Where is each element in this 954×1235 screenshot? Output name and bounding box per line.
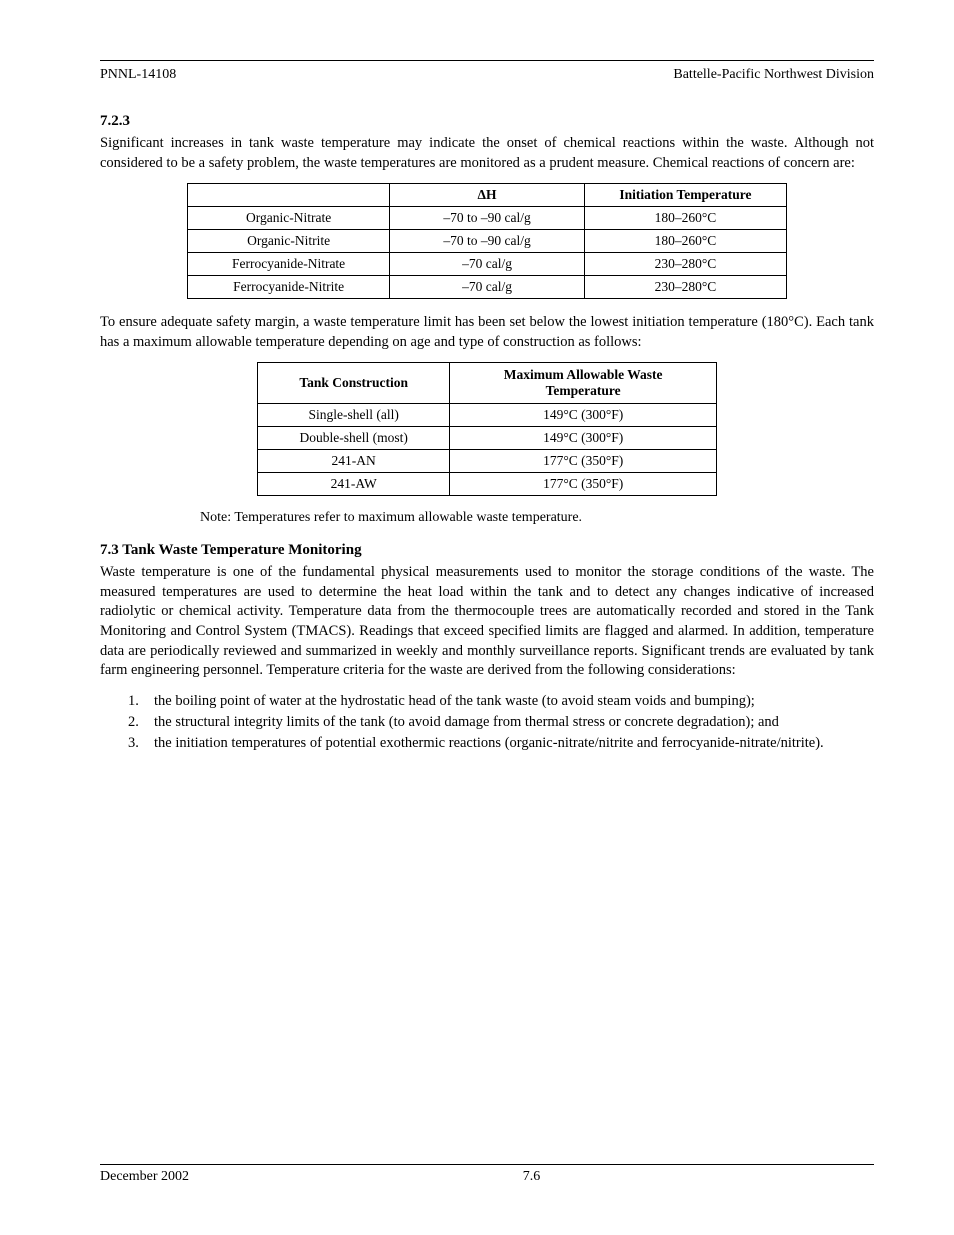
table-cell: Ferrocyanide-Nitrate: [188, 253, 390, 276]
table-cell: –70 to –90 cal/g: [390, 230, 585, 253]
table-cell: 180–260°C: [584, 207, 786, 230]
table-cell: 230–280°C: [584, 253, 786, 276]
numbered-list: 1.the boiling point of water at the hydr…: [128, 691, 874, 754]
section-title-7-3: 7.3 Tank Waste Temperature Monitoring: [100, 542, 874, 559]
list-item-text: the structural integrity limits of the t…: [154, 712, 779, 733]
table-row: Ferrocyanide-Nitrite–70 cal/g230–280°C: [188, 276, 787, 299]
table-cell: Double-shell (most): [258, 427, 450, 450]
list-item-number: 1.: [128, 691, 154, 712]
table-cell: Single-shell (all): [258, 404, 450, 427]
running-header: PNNL-14108 Battelle-Pacific Northwest Di…: [100, 67, 874, 83]
table-row: Double-shell (most)149°C (300°F): [258, 427, 717, 450]
section-title-7-2-3: 7.2.3: [100, 113, 874, 130]
table-header-cell: [188, 184, 390, 207]
footer-left: December 2002: [100, 1169, 189, 1185]
table-row: 241-AW177°C (350°F): [258, 473, 717, 496]
temperature-limit-table: Tank ConstructionMaximum Allowable Waste…: [257, 362, 717, 496]
list-item-text: the initiation temperatures of potential…: [154, 733, 824, 754]
table-cell: –70 to –90 cal/g: [390, 207, 585, 230]
para-after-table1: To ensure adequate safety margin, a wast…: [100, 313, 874, 352]
table-row: Organic-Nitrite–70 to –90 cal/g180–260°C: [188, 230, 787, 253]
list-item: 1.the boiling point of water at the hydr…: [128, 691, 874, 712]
table-header-cell: ΔH: [390, 184, 585, 207]
table-cell: Organic-Nitrate: [188, 207, 390, 230]
list-item: 3.the initiation temperatures of potenti…: [128, 733, 874, 754]
table-cell: 177°C (350°F): [450, 473, 717, 496]
table-header-cell: Maximum Allowable WasteTemperature: [450, 363, 717, 404]
table-header-cell: Initiation Temperature: [584, 184, 786, 207]
table-cell: 241-AW: [258, 473, 450, 496]
table-note: Note: Temperatures refer to maximum allo…: [200, 510, 874, 526]
table-row: Single-shell (all)149°C (300°F): [258, 404, 717, 427]
list-item-number: 3.: [128, 733, 154, 754]
reaction-table: ΔHInitiation Temperature Organic-Nitrate…: [187, 183, 787, 299]
table-row: 241-AN177°C (350°F): [258, 450, 717, 473]
table-cell: 177°C (350°F): [450, 450, 717, 473]
footer: December 2002 7.6: [100, 1164, 874, 1185]
table-row: Organic-Nitrate–70 to –90 cal/g180–260°C: [188, 207, 787, 230]
table-cell: Organic-Nitrite: [188, 230, 390, 253]
table-row: Ferrocyanide-Nitrate–70 cal/g230–280°C: [188, 253, 787, 276]
table-cell: 149°C (300°F): [450, 427, 717, 450]
footer-page-number: 7.6: [523, 1169, 541, 1185]
table-cell: Ferrocyanide-Nitrite: [188, 276, 390, 299]
table-cell: 180–260°C: [584, 230, 786, 253]
list-item: 2.the structural integrity limits of the…: [128, 712, 874, 733]
list-item-number: 2.: [128, 712, 154, 733]
table-cell: –70 cal/g: [390, 276, 585, 299]
intro-paragraph: Significant increases in tank waste temp…: [100, 134, 874, 173]
table-cell: 149°C (300°F): [450, 404, 717, 427]
header-left: PNNL-14108: [100, 67, 176, 83]
footer-rule: [100, 1164, 874, 1165]
header-right: Battelle-Pacific Northwest Division: [673, 67, 874, 83]
table-header-cell: Tank Construction: [258, 363, 450, 404]
section-7-3-body: Waste temperature is one of the fundamen…: [100, 563, 874, 680]
page: PNNL-14108 Battelle-Pacific Northwest Di…: [0, 0, 954, 1235]
list-item-text: the boiling point of water at the hydros…: [154, 691, 755, 712]
table-cell: 241-AN: [258, 450, 450, 473]
header-rule: [100, 60, 874, 61]
table-cell: –70 cal/g: [390, 253, 585, 276]
table-cell: 230–280°C: [584, 276, 786, 299]
